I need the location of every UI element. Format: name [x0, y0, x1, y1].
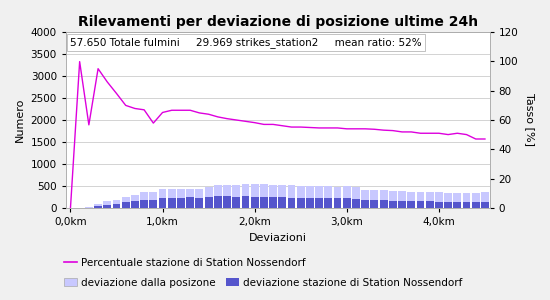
Bar	[463, 193, 470, 208]
Bar	[232, 184, 240, 208]
Bar	[214, 196, 222, 208]
Bar	[168, 198, 175, 208]
Bar	[444, 202, 452, 208]
Bar	[334, 187, 342, 208]
Bar	[122, 202, 130, 208]
Bar	[103, 201, 111, 208]
Bar	[195, 198, 204, 208]
Text: 57.650 Totale fulmini     29.969 strikes_station2     mean ratio: 52%: 57.650 Totale fulmini 29.969 strikes_sta…	[70, 37, 422, 48]
Bar	[352, 199, 360, 208]
Y-axis label: Numero: Numero	[15, 98, 25, 142]
Bar	[481, 193, 489, 208]
Bar	[223, 185, 231, 208]
Bar	[177, 189, 185, 208]
Bar	[158, 198, 167, 208]
Bar	[343, 199, 351, 208]
Bar	[463, 202, 470, 208]
Bar	[389, 191, 397, 208]
Bar	[241, 184, 249, 208]
Bar	[315, 198, 323, 208]
X-axis label: Deviazioni: Deviazioni	[249, 233, 307, 243]
Bar	[131, 201, 139, 208]
Bar	[150, 192, 157, 208]
Bar	[251, 184, 258, 208]
Bar	[205, 187, 212, 208]
Y-axis label: Tasso [%]: Tasso [%]	[525, 94, 535, 146]
Bar	[131, 195, 139, 208]
Bar	[315, 186, 323, 208]
Bar	[416, 192, 425, 208]
Bar	[324, 198, 332, 208]
Bar	[241, 196, 249, 208]
Bar	[177, 198, 185, 208]
Bar	[481, 202, 489, 208]
Bar	[140, 193, 148, 208]
Bar	[278, 185, 286, 208]
Bar	[334, 199, 342, 208]
Bar	[324, 186, 332, 208]
Bar	[435, 202, 443, 208]
Bar	[260, 197, 268, 208]
Bar	[186, 197, 194, 208]
Bar	[186, 189, 194, 208]
Bar	[398, 201, 406, 208]
Bar	[260, 184, 268, 208]
Bar	[408, 201, 415, 208]
Bar	[113, 204, 120, 208]
Bar	[426, 201, 433, 208]
Bar	[269, 197, 277, 208]
Bar	[269, 185, 277, 208]
Bar	[416, 201, 425, 208]
Bar	[472, 193, 480, 208]
Bar	[103, 205, 111, 208]
Bar	[297, 186, 305, 208]
Bar	[150, 200, 157, 208]
Bar	[371, 190, 378, 208]
Bar	[94, 204, 102, 208]
Bar	[352, 187, 360, 208]
Bar	[232, 197, 240, 208]
Bar	[398, 191, 406, 208]
Bar	[168, 189, 175, 208]
Bar	[426, 192, 433, 208]
Bar	[158, 189, 167, 208]
Legend: deviazione dalla posizone, deviazione stazione di Station Nossendorf: deviazione dalla posizone, deviazione st…	[60, 274, 466, 292]
Bar	[195, 189, 204, 208]
Bar	[288, 185, 295, 208]
Bar	[343, 186, 351, 208]
Bar	[361, 200, 369, 208]
Bar	[85, 207, 93, 208]
Bar	[306, 186, 314, 208]
Bar	[297, 198, 305, 208]
Bar	[444, 193, 452, 208]
Bar	[223, 196, 231, 208]
Bar	[205, 197, 212, 208]
Bar	[408, 192, 415, 208]
Bar	[389, 201, 397, 208]
Bar	[94, 206, 102, 208]
Bar	[113, 200, 120, 208]
Title: Rilevamenti per deviazione di posizione ultime 24h: Rilevamenti per deviazione di posizione …	[78, 15, 478, 29]
Bar	[140, 200, 148, 208]
Bar	[288, 198, 295, 208]
Bar	[379, 200, 388, 208]
Bar	[122, 197, 130, 208]
Bar	[371, 200, 378, 208]
Bar	[251, 197, 258, 208]
Bar	[214, 185, 222, 208]
Bar	[361, 190, 369, 208]
Bar	[453, 193, 461, 208]
Bar	[278, 197, 286, 208]
Bar	[472, 202, 480, 208]
Bar	[379, 190, 388, 208]
Bar	[435, 193, 443, 208]
Bar	[306, 198, 314, 208]
Legend: Percentuale stazione di Station Nossendorf: Percentuale stazione di Station Nossendo…	[60, 254, 310, 272]
Bar	[453, 202, 461, 208]
